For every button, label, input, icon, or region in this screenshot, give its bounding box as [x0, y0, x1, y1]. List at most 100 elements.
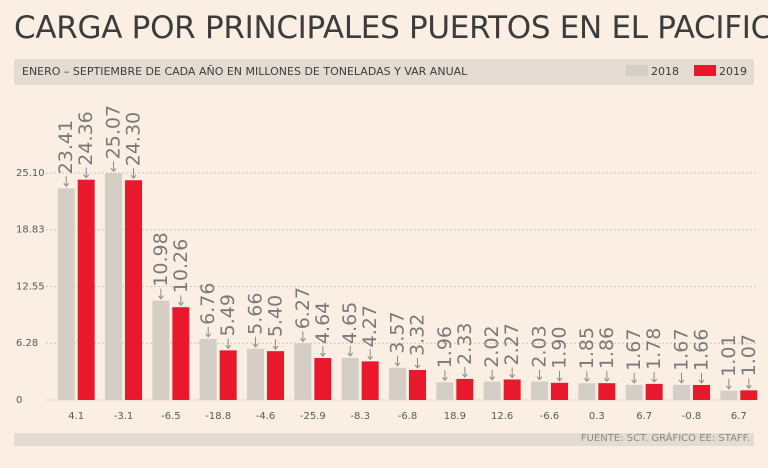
data-label: 2.02 — [481, 325, 503, 367]
label-arrow-head — [177, 301, 184, 306]
footer-band: FUENTE: SCT. GRÁFICO EE: STAFF. — [14, 433, 754, 446]
x-tick-label: -8.3 — [350, 411, 370, 422]
label-arrow-head — [441, 376, 448, 382]
x-tick-label: 12.6 — [491, 411, 513, 422]
label-arrow-head — [509, 374, 516, 379]
data-label: 1.90 — [549, 327, 571, 369]
bar-2018 — [152, 300, 170, 400]
data-label: 1.66 — [690, 329, 712, 371]
label-arrow-head — [299, 337, 306, 343]
data-label: 2.27 — [501, 323, 523, 365]
data-label: 24.30 — [123, 112, 145, 166]
x-tick-label: 0.3 — [589, 411, 605, 422]
data-label: 4.65 — [339, 302, 361, 344]
data-label: 5.49 — [217, 294, 239, 336]
bar-2018 — [483, 381, 501, 400]
data-label: 10.26 — [170, 239, 192, 293]
data-label: 10.98 — [150, 232, 172, 286]
bar-2018 — [294, 343, 312, 400]
bar-2018 — [672, 384, 690, 400]
label-arrow-head — [157, 295, 164, 300]
bar-2018 — [247, 348, 265, 400]
y-tick-label: 12.55 — [16, 282, 45, 293]
data-label: 1.67 — [623, 329, 645, 371]
bar-2018 — [199, 338, 217, 400]
data-label: 6.76 — [197, 283, 219, 325]
label-arrow-head — [347, 352, 354, 357]
label-arrow-head — [556, 377, 563, 382]
x-tick-label: -25.9 — [300, 411, 326, 422]
data-label: 1.86 — [596, 327, 618, 369]
data-label: 1.67 — [670, 329, 692, 371]
legend-label-2018: 2018 — [651, 65, 679, 78]
bar-2019 — [645, 383, 663, 400]
legend-item-2019: 2019 — [694, 65, 747, 78]
bar-2019 — [503, 379, 521, 400]
bar-2019 — [456, 378, 474, 400]
label-arrow-head — [536, 376, 543, 381]
label-arrow-head — [725, 385, 732, 390]
bar-2019 — [598, 383, 616, 400]
y-tick-label: 0 — [16, 395, 22, 406]
label-arrow-head — [603, 377, 610, 382]
label-arrow-head — [110, 167, 117, 173]
bar-2019 — [409, 369, 427, 400]
legend-item-2018: 2018 — [626, 65, 679, 78]
legend-swatch-2019 — [694, 65, 716, 76]
x-tick-label: -6.5 — [161, 411, 181, 422]
x-tick-label: -6.6 — [540, 411, 560, 422]
bar-2019 — [314, 358, 332, 400]
label-arrow-head — [130, 174, 137, 180]
legend-swatch-2018 — [626, 65, 648, 76]
bar-2019 — [172, 307, 190, 400]
bar-2019 — [267, 351, 285, 400]
source-note: FUENTE: SCT. GRÁFICO EE: STAFF. — [580, 433, 750, 444]
data-label: 5.66 — [245, 292, 267, 334]
bar-2018 — [625, 384, 643, 400]
label-arrow-head — [319, 352, 326, 357]
bar-2019 — [740, 390, 758, 400]
chart-subtitle: ENERO – SEPTIEMBRE DE CADA AÑO EN MILLON… — [22, 65, 468, 78]
label-arrow-head — [252, 343, 259, 348]
y-tick-label: 18.83 — [16, 225, 45, 236]
y-tick-label: 25.10 — [16, 168, 45, 179]
data-label: 6.27 — [292, 287, 314, 329]
data-label: 25.07 — [103, 105, 125, 159]
legend-label-2019: 2019 — [719, 65, 747, 78]
x-tick-label: 18.9 — [444, 411, 466, 422]
x-tick-label: -6.8 — [398, 411, 418, 422]
label-arrow-head — [63, 182, 70, 188]
y-tick-label: 6.28 — [16, 338, 38, 349]
label-arrow-head — [461, 373, 468, 378]
x-tick-label: -3.1 — [114, 411, 134, 422]
data-label: 2.03 — [529, 325, 551, 367]
data-label: 1.78 — [643, 328, 665, 370]
label-arrow-head — [367, 356, 374, 361]
label-arrow-head — [651, 378, 658, 383]
x-tick-label: -4.6 — [256, 411, 276, 422]
bar-2019 — [219, 350, 237, 400]
label-arrow-head — [394, 362, 401, 367]
label-arrow-head — [745, 385, 752, 390]
bar-2019 — [361, 361, 379, 400]
x-tick-label: 6.7 — [731, 411, 747, 422]
data-label: 2.33 — [454, 323, 476, 365]
bar-2018 — [531, 381, 548, 400]
data-label: 4.64 — [312, 302, 334, 344]
label-arrow-head — [83, 174, 90, 179]
bar-2019 — [77, 179, 95, 400]
x-tick-label: 6.7 — [636, 411, 652, 422]
bar-2019 — [551, 382, 568, 400]
data-label: 5.40 — [265, 295, 287, 337]
data-label: 4.27 — [359, 305, 381, 347]
label-arrow-head — [225, 345, 232, 350]
data-label: 23.41 — [55, 120, 77, 174]
bar-2018 — [57, 188, 75, 400]
data-label: 24.36 — [75, 111, 97, 165]
bar-2019 — [692, 384, 710, 400]
label-arrow-head — [272, 345, 279, 350]
label-arrow-head — [205, 333, 212, 338]
data-label: 3.32 — [407, 314, 429, 356]
subtitle-band: ENERO – SEPTIEMBRE DE CADA AÑO EN MILLON… — [14, 59, 754, 85]
